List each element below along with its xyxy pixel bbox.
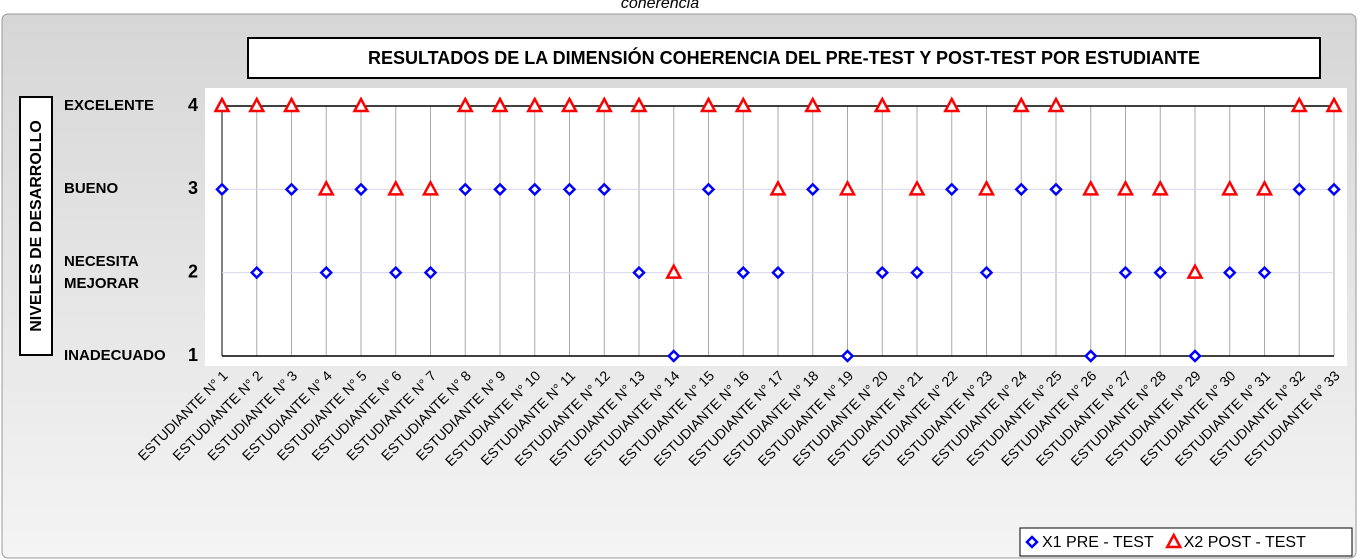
post-marker	[248, 96, 266, 113]
title-box	[247, 37, 1321, 79]
legend-box	[1019, 527, 1353, 557]
pre-marker	[1257, 265, 1272, 280]
pre-marker	[910, 265, 924, 280]
post-marker	[1151, 179, 1169, 196]
pre-marker	[666, 349, 681, 363]
pre-marker	[1118, 265, 1133, 280]
post-marker	[943, 96, 961, 113]
pre-marker	[388, 265, 403, 280]
pre-marker	[736, 265, 751, 280]
level-label: NECESITA MEJORAR	[64, 252, 140, 292]
pre-marker	[875, 265, 890, 280]
post-marker	[1255, 179, 1274, 196]
post-marker	[804, 96, 822, 113]
level-label: BUENO	[64, 180, 119, 198]
y-label-box	[19, 96, 53, 356]
pre-marker	[527, 182, 542, 197]
post-marker	[1290, 96, 1308, 113]
post-marker	[491, 96, 509, 113]
post-marker	[1221, 179, 1239, 196]
pre-marker	[458, 182, 473, 197]
post-marker	[734, 96, 752, 113]
legend-label: X1 PRE - TEST	[1042, 534, 1154, 551]
post-marker	[769, 179, 787, 196]
pre-marker	[1188, 349, 1202, 363]
post-marker	[630, 96, 648, 113]
post-marker	[908, 179, 926, 196]
pre-marker	[1153, 265, 1168, 280]
post-marker	[838, 179, 857, 196]
post-marker	[387, 179, 405, 196]
post-marker	[977, 179, 996, 196]
pre-marker	[215, 182, 229, 197]
pre-marker	[423, 265, 438, 280]
pre-marker	[319, 265, 334, 280]
post-marker	[456, 96, 474, 113]
caption: coherencia	[621, 0, 699, 12]
legend-label: X2 POST - TEST	[1184, 534, 1306, 551]
pre-marker	[632, 265, 646, 280]
pre-marker	[771, 265, 785, 280]
pre-marker	[1014, 182, 1029, 197]
pre-marker	[840, 349, 855, 363]
y-tick-label: 2	[188, 261, 198, 281]
post-marker	[1012, 96, 1030, 113]
pre-marker	[1222, 265, 1237, 280]
post-marker	[595, 96, 613, 113]
pre-marker	[249, 265, 264, 280]
pre-marker	[1049, 182, 1063, 197]
y-tick-label: 4	[188, 95, 198, 115]
pre-marker	[1327, 182, 1341, 197]
post-marker	[1165, 532, 1183, 549]
post-marker	[1116, 179, 1135, 196]
pre-marker	[284, 182, 299, 197]
post-marker	[1325, 96, 1343, 113]
post-marker	[665, 263, 683, 279]
post-marker	[421, 179, 440, 196]
pre-marker	[1292, 182, 1307, 197]
pre-marker	[944, 182, 959, 197]
post-marker	[1047, 96, 1065, 113]
level-label: EXCELENTE	[64, 97, 155, 114]
y-tick-label: 3	[188, 178, 198, 198]
pre-marker	[701, 182, 716, 197]
post-marker	[526, 96, 544, 113]
post-marker	[699, 96, 718, 113]
post-marker	[873, 96, 891, 113]
pre-marker	[597, 182, 612, 197]
post-marker	[1082, 179, 1100, 196]
pre-marker	[1025, 535, 1039, 549]
pre-marker	[805, 182, 820, 197]
post-marker	[352, 96, 370, 113]
post-marker	[560, 96, 579, 113]
post-marker	[1186, 263, 1204, 279]
level-label: INADECUADO	[64, 347, 166, 364]
pre-marker	[562, 182, 577, 197]
post-marker	[213, 96, 231, 113]
plot-area	[205, 88, 1347, 366]
pre-marker	[493, 182, 507, 197]
chart-title: RESULTADOS DE LA DIMENSIÓN COHERENCIA DE…	[368, 47, 1200, 68]
y-tick-label: 1	[188, 345, 198, 365]
post-marker	[282, 96, 301, 113]
pre-marker	[979, 265, 994, 280]
post-marker	[317, 179, 335, 196]
pre-marker	[1083, 349, 1098, 363]
y-axis-label: NIVELES DE DESARROLLO	[28, 120, 45, 332]
pre-marker	[354, 182, 368, 197]
